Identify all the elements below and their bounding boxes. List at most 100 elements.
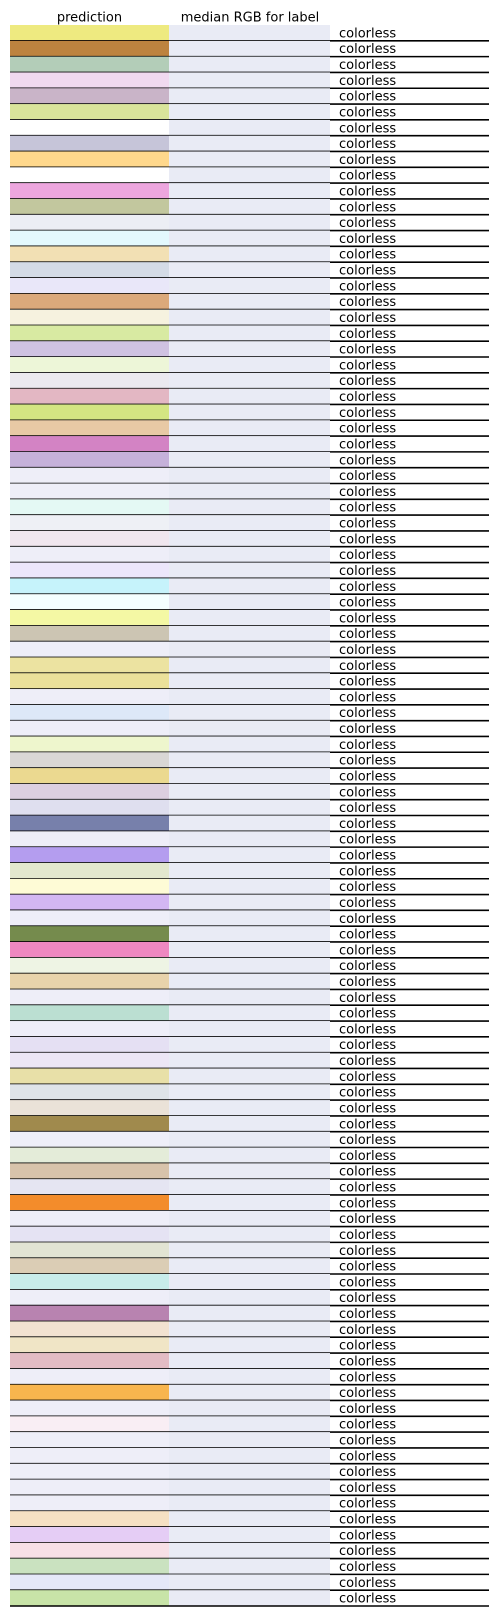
table-row: colorless <box>10 910 489 927</box>
table-row: colorless <box>10 1005 489 1022</box>
median-rgb-swatch <box>169 40 330 57</box>
median-rgb-swatch <box>169 1542 330 1559</box>
prediction-swatch <box>10 546 169 563</box>
table-row: colorless <box>10 1574 489 1591</box>
table-row: colorless <box>10 736 489 754</box>
table-rows: colorlesscolorlesscolorlesscolorlesscolo… <box>10 25 489 1607</box>
table-row: colorless <box>10 1511 489 1528</box>
label-text: colorless <box>339 1133 396 1148</box>
label-text: colorless <box>339 137 396 152</box>
prediction-swatch <box>10 483 169 500</box>
prediction-swatch <box>10 104 169 120</box>
table-row: colorless <box>10 1432 489 1449</box>
label-text: colorless <box>339 943 396 958</box>
prediction-swatch <box>10 1495 169 1512</box>
table-row: colorless <box>10 309 489 327</box>
prediction-swatch <box>10 404 169 421</box>
median-rgb-swatch <box>169 230 330 247</box>
median-rgb-swatch <box>169 768 330 784</box>
prediction-swatch <box>10 1036 169 1053</box>
median-rgb-swatch <box>169 720 330 737</box>
table-row: colorless <box>10 1558 489 1576</box>
label-text: colorless <box>339 374 396 389</box>
table-row: colorless <box>10 1194 489 1212</box>
median-rgb-swatch <box>169 515 330 531</box>
prediction-swatch <box>10 1005 169 1022</box>
median-rgb-swatch <box>169 1210 330 1227</box>
label-text: colorless <box>339 769 396 784</box>
table-row: colorless <box>10 657 489 675</box>
prediction-swatch <box>10 1479 169 1496</box>
median-rgb-swatch <box>169 546 330 563</box>
label-text: colorless <box>339 216 396 231</box>
table-row: colorless <box>10 262 489 279</box>
median-rgb-swatch <box>169 1036 330 1053</box>
label-text: colorless <box>339 1275 396 1290</box>
table-row: colorless <box>10 25 489 42</box>
median-rgb-swatch <box>169 388 330 405</box>
median-rgb-swatch <box>169 594 330 610</box>
label-text: colorless <box>339 1323 396 1338</box>
prediction-swatch <box>10 973 169 990</box>
table-row: colorless <box>10 40 489 58</box>
median-rgb-swatch <box>169 530 330 547</box>
prediction-swatch <box>10 40 169 57</box>
median-rgb-swatch <box>169 1179 330 1195</box>
prediction-swatch <box>10 214 169 231</box>
label-text: colorless <box>339 1260 396 1275</box>
table-row: colorless <box>10 277 489 295</box>
prediction-swatch <box>10 1273 169 1290</box>
table-row: colorless <box>10 1115 489 1133</box>
prediction-swatch <box>10 119 169 136</box>
prediction-swatch <box>10 1353 169 1369</box>
prediction-swatch <box>10 562 169 579</box>
prediction-swatch <box>10 309 169 326</box>
prediction-swatch <box>10 436 169 452</box>
label-text: colorless <box>339 1418 396 1433</box>
table-row: colorless <box>10 293 489 311</box>
median-rgb-swatch <box>169 878 330 895</box>
label-text: colorless <box>339 1007 396 1022</box>
median-rgb-swatch <box>169 357 330 373</box>
label-text: colorless <box>339 74 396 89</box>
label-text: colorless <box>339 738 396 753</box>
median-rgb-swatch <box>169 483 330 500</box>
median-rgb-swatch <box>169 1574 330 1591</box>
prediction-swatch <box>10 1289 169 1306</box>
label-text: colorless <box>339 248 396 263</box>
label-text: colorless <box>339 264 396 279</box>
label-text: colorless <box>339 343 396 358</box>
label-text: colorless <box>339 406 396 421</box>
table-row: colorless <box>10 1036 489 1054</box>
header-median-rgb: median RGB for label <box>181 11 319 26</box>
prediction-swatch <box>10 246 169 263</box>
prediction-swatch <box>10 25 169 41</box>
table-row: colorless <box>10 372 489 390</box>
table-row: colorless <box>10 1542 489 1560</box>
prediction-swatch <box>10 1052 169 1069</box>
median-rgb-swatch <box>169 1368 330 1385</box>
prediction-swatch <box>10 1021 169 1037</box>
table-row: colorless <box>10 1447 489 1465</box>
prediction-swatch <box>10 1084 169 1101</box>
median-rgb-swatch <box>169 1115 330 1132</box>
median-rgb-swatch <box>169 1226 330 1243</box>
label-text: colorless <box>339 1070 396 1085</box>
label-text: colorless <box>339 517 396 532</box>
median-rgb-swatch <box>169 372 330 389</box>
table-row: colorless <box>10 1226 489 1244</box>
table-row: colorless <box>10 1384 489 1402</box>
label-text: colorless <box>339 390 396 405</box>
prediction-swatch <box>10 657 169 674</box>
table-row: colorless <box>10 1242 489 1259</box>
label-text: colorless <box>339 453 396 468</box>
median-rgb-swatch <box>169 957 330 974</box>
table-row: colorless <box>10 641 489 659</box>
median-rgb-swatch <box>169 989 330 1006</box>
table-row: colorless <box>10 1052 489 1070</box>
median-rgb-swatch <box>169 72 330 89</box>
table-row: colorless <box>10 1353 489 1370</box>
prediction-swatch <box>10 1226 169 1243</box>
median-rgb-swatch <box>169 752 330 769</box>
prediction-swatch <box>10 1432 169 1448</box>
